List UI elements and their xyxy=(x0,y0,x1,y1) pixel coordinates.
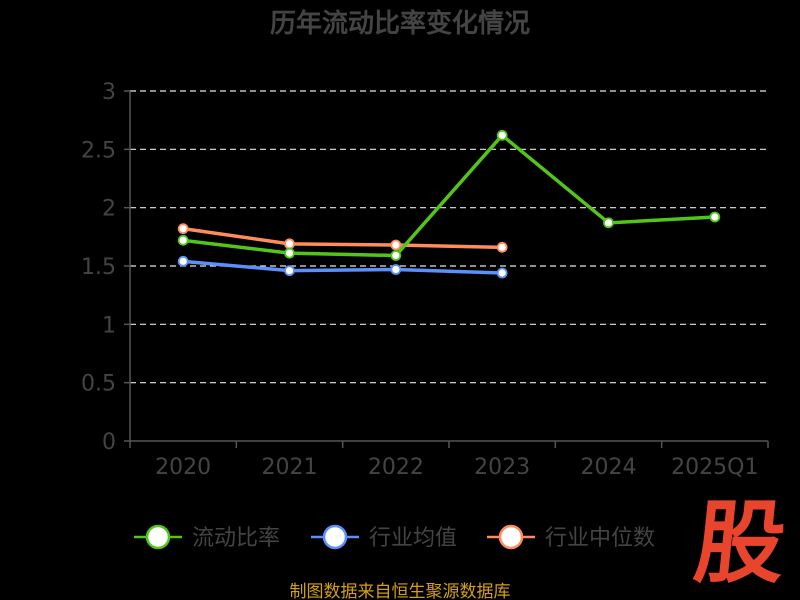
x-tick-label: 2023 xyxy=(474,455,530,480)
legend-item-2[interactable]: 行业中位数 xyxy=(487,524,655,551)
y-tick-label: 2.5 xyxy=(81,138,116,163)
series-line-0 xyxy=(182,133,715,258)
y-tick-label: 0.5 xyxy=(81,372,116,397)
data-point xyxy=(177,255,189,267)
legend[interactable]: 流动比率 行业均值 行业中位数 xyxy=(134,524,655,551)
legend-label: 行业均值 xyxy=(369,526,457,551)
data-point xyxy=(390,239,402,251)
data-point xyxy=(284,247,295,259)
y-tick-label: 2 xyxy=(102,197,116,222)
data-point xyxy=(284,265,295,277)
legend-marker xyxy=(145,524,171,550)
series-layer xyxy=(177,129,721,279)
data-point xyxy=(603,217,614,229)
data-point xyxy=(496,129,508,141)
legend-label: 流动比率 xyxy=(192,526,280,551)
y-tick-label: 1.5 xyxy=(81,255,116,280)
x-tick-label: 2021 xyxy=(262,455,318,480)
axes: 0 0.5 1 1.5 2 2.5 3 2020 2021 2022 2023 2024 2025Q1 xyxy=(81,80,769,480)
logo-watermark: 股 xyxy=(689,491,791,596)
chart-title: 历年流动比率变化情况 xyxy=(270,8,530,39)
grid xyxy=(130,90,768,384)
legend-item-1[interactable]: 行业均值 xyxy=(311,524,457,551)
legend-item-0[interactable]: 流动比率 xyxy=(134,524,280,551)
legend-label: 行业中位数 xyxy=(545,526,655,551)
data-point xyxy=(709,211,721,223)
y-tick-label: 3 xyxy=(102,80,116,105)
data-point xyxy=(496,267,508,279)
data-point xyxy=(177,234,189,246)
data-point xyxy=(390,264,402,275)
legend-marker xyxy=(322,524,348,550)
x-tick-label: 2025Q1 xyxy=(671,455,758,480)
data-point xyxy=(177,223,189,235)
x-tick-label: 2024 xyxy=(581,455,637,480)
y-tick-label: 1 xyxy=(102,313,116,338)
series-line-1 xyxy=(183,259,503,275)
y-tick-label: 0 xyxy=(102,430,116,455)
x-tick-label: 2022 xyxy=(368,455,424,480)
series-line-2 xyxy=(182,226,503,250)
x-tick-label: 2020 xyxy=(155,455,211,480)
data-point xyxy=(390,250,402,261)
legend-marker xyxy=(498,524,524,550)
data-point xyxy=(496,241,508,253)
data-point xyxy=(284,238,295,250)
source-note: 制图数据来自恒生聚源数据库 xyxy=(290,582,511,600)
